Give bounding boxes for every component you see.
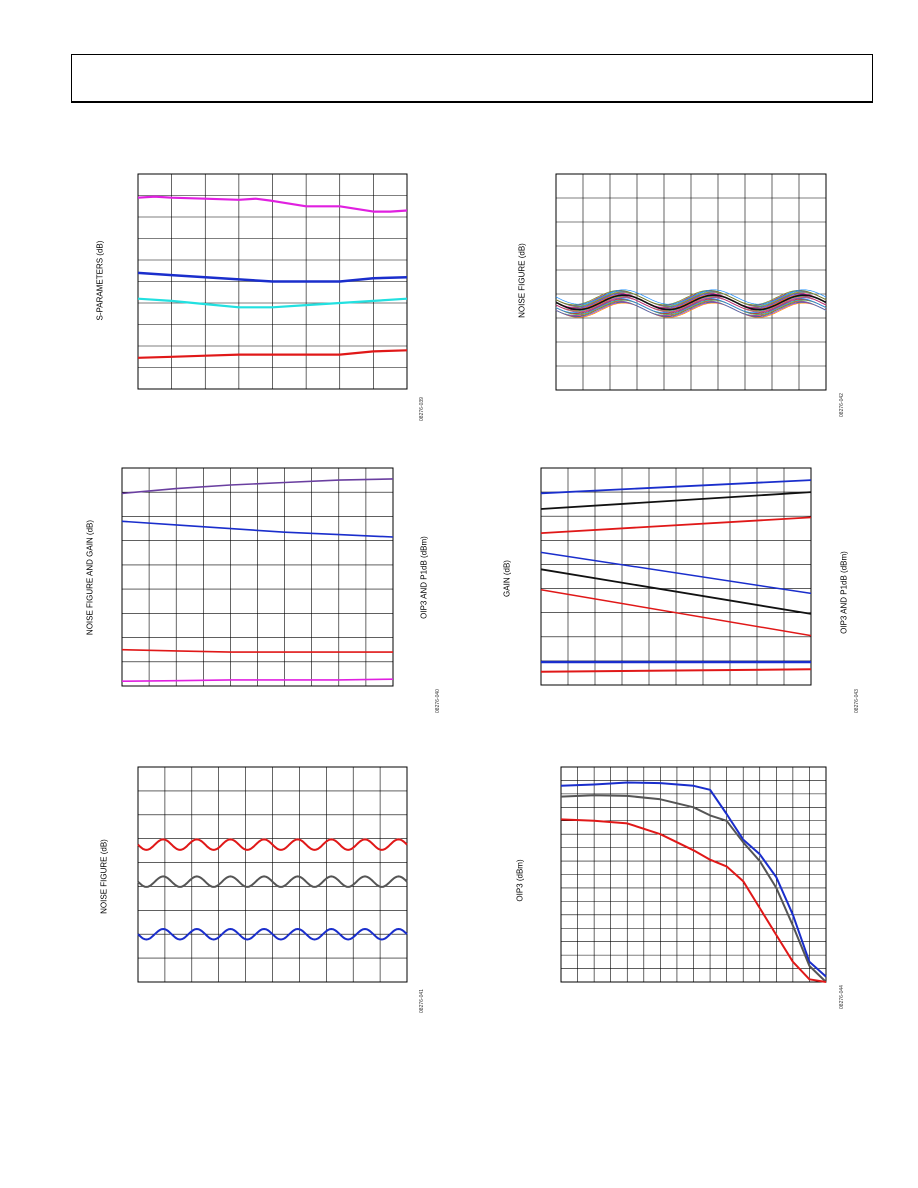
y-axis-label-right: OIP3 AND P1dB (dBm) (419, 536, 429, 619)
plot-frame (137, 766, 408, 983)
page-header-box (71, 54, 873, 103)
data-series-line (121, 478, 394, 495)
plot-frame (560, 766, 827, 983)
figure-number: 08276-044 (839, 985, 845, 1009)
band-trace (555, 296, 827, 312)
data-series-line (137, 875, 408, 888)
data-series-line (137, 349, 408, 359)
band-trace (555, 291, 827, 307)
band-trace (555, 297, 827, 313)
band-trace (555, 298, 827, 314)
figure-number: 08276-042 (839, 393, 845, 417)
y-axis-label-right: OIP3 AND P1dB (dBm) (839, 551, 849, 634)
data-series-line (137, 195, 408, 213)
data-series-line (540, 551, 812, 595)
data-series-line (560, 794, 827, 983)
y-axis-label: NOISE FIGURE (dB) (99, 839, 109, 914)
data-series-line (121, 520, 394, 538)
band-trace (555, 294, 827, 310)
y-axis-label: OIP3 (dBm) (515, 859, 525, 902)
data-series-line (121, 648, 393, 653)
band-trace (555, 289, 827, 305)
band-trace (555, 290, 827, 306)
data-series-line (560, 781, 827, 978)
figure-number: 08276-039 (419, 397, 425, 421)
band-trace (555, 294, 827, 310)
data-series-line (121, 678, 394, 682)
band-trace (555, 293, 827, 309)
band-trace (555, 296, 827, 312)
y-axis-label: GAIN (dB) (502, 560, 512, 597)
figure-number: 08276-041 (419, 989, 425, 1013)
data-series-line (540, 668, 812, 673)
plot-frame (555, 173, 827, 391)
band-trace (555, 295, 827, 311)
band-trace (555, 300, 827, 316)
figure-number: 08276-043 (854, 689, 860, 713)
data-series-line (137, 297, 408, 309)
band-trace (555, 301, 827, 317)
plot-frame (540, 467, 812, 686)
band-trace (555, 301, 827, 317)
data-series-line (555, 294, 827, 311)
band-trace (555, 298, 827, 315)
band-trace (555, 302, 827, 318)
data-series-line (560, 818, 827, 983)
band-trace (555, 292, 827, 308)
band-trace (555, 292, 827, 308)
data-series-line (137, 928, 408, 941)
band-trace (555, 299, 827, 315)
band-trace (555, 295, 827, 311)
plot-frame (121, 467, 394, 687)
band-trace (555, 297, 827, 313)
band-trace (555, 293, 827, 309)
band-trace (555, 302, 827, 318)
data-series-line (540, 479, 812, 495)
data-series-line (137, 838, 408, 851)
plot-frame (137, 173, 408, 390)
data-series-line (137, 271, 408, 283)
band-trace (555, 291, 827, 307)
figure-number: 08276-040 (435, 689, 441, 713)
band-trace (555, 300, 827, 316)
data-series-line (540, 516, 812, 534)
y-axis-label: S-PARAMETERS (dB) (95, 240, 105, 321)
band-trace (555, 289, 827, 306)
data-series-line (540, 589, 812, 637)
data-series-line (540, 491, 812, 510)
data-series-line (540, 568, 812, 615)
y-axis-label: NOISE FIGURE AND GAIN (dB) (85, 519, 95, 636)
y-axis-label: NOISE FIGURE (dB) (517, 243, 527, 318)
